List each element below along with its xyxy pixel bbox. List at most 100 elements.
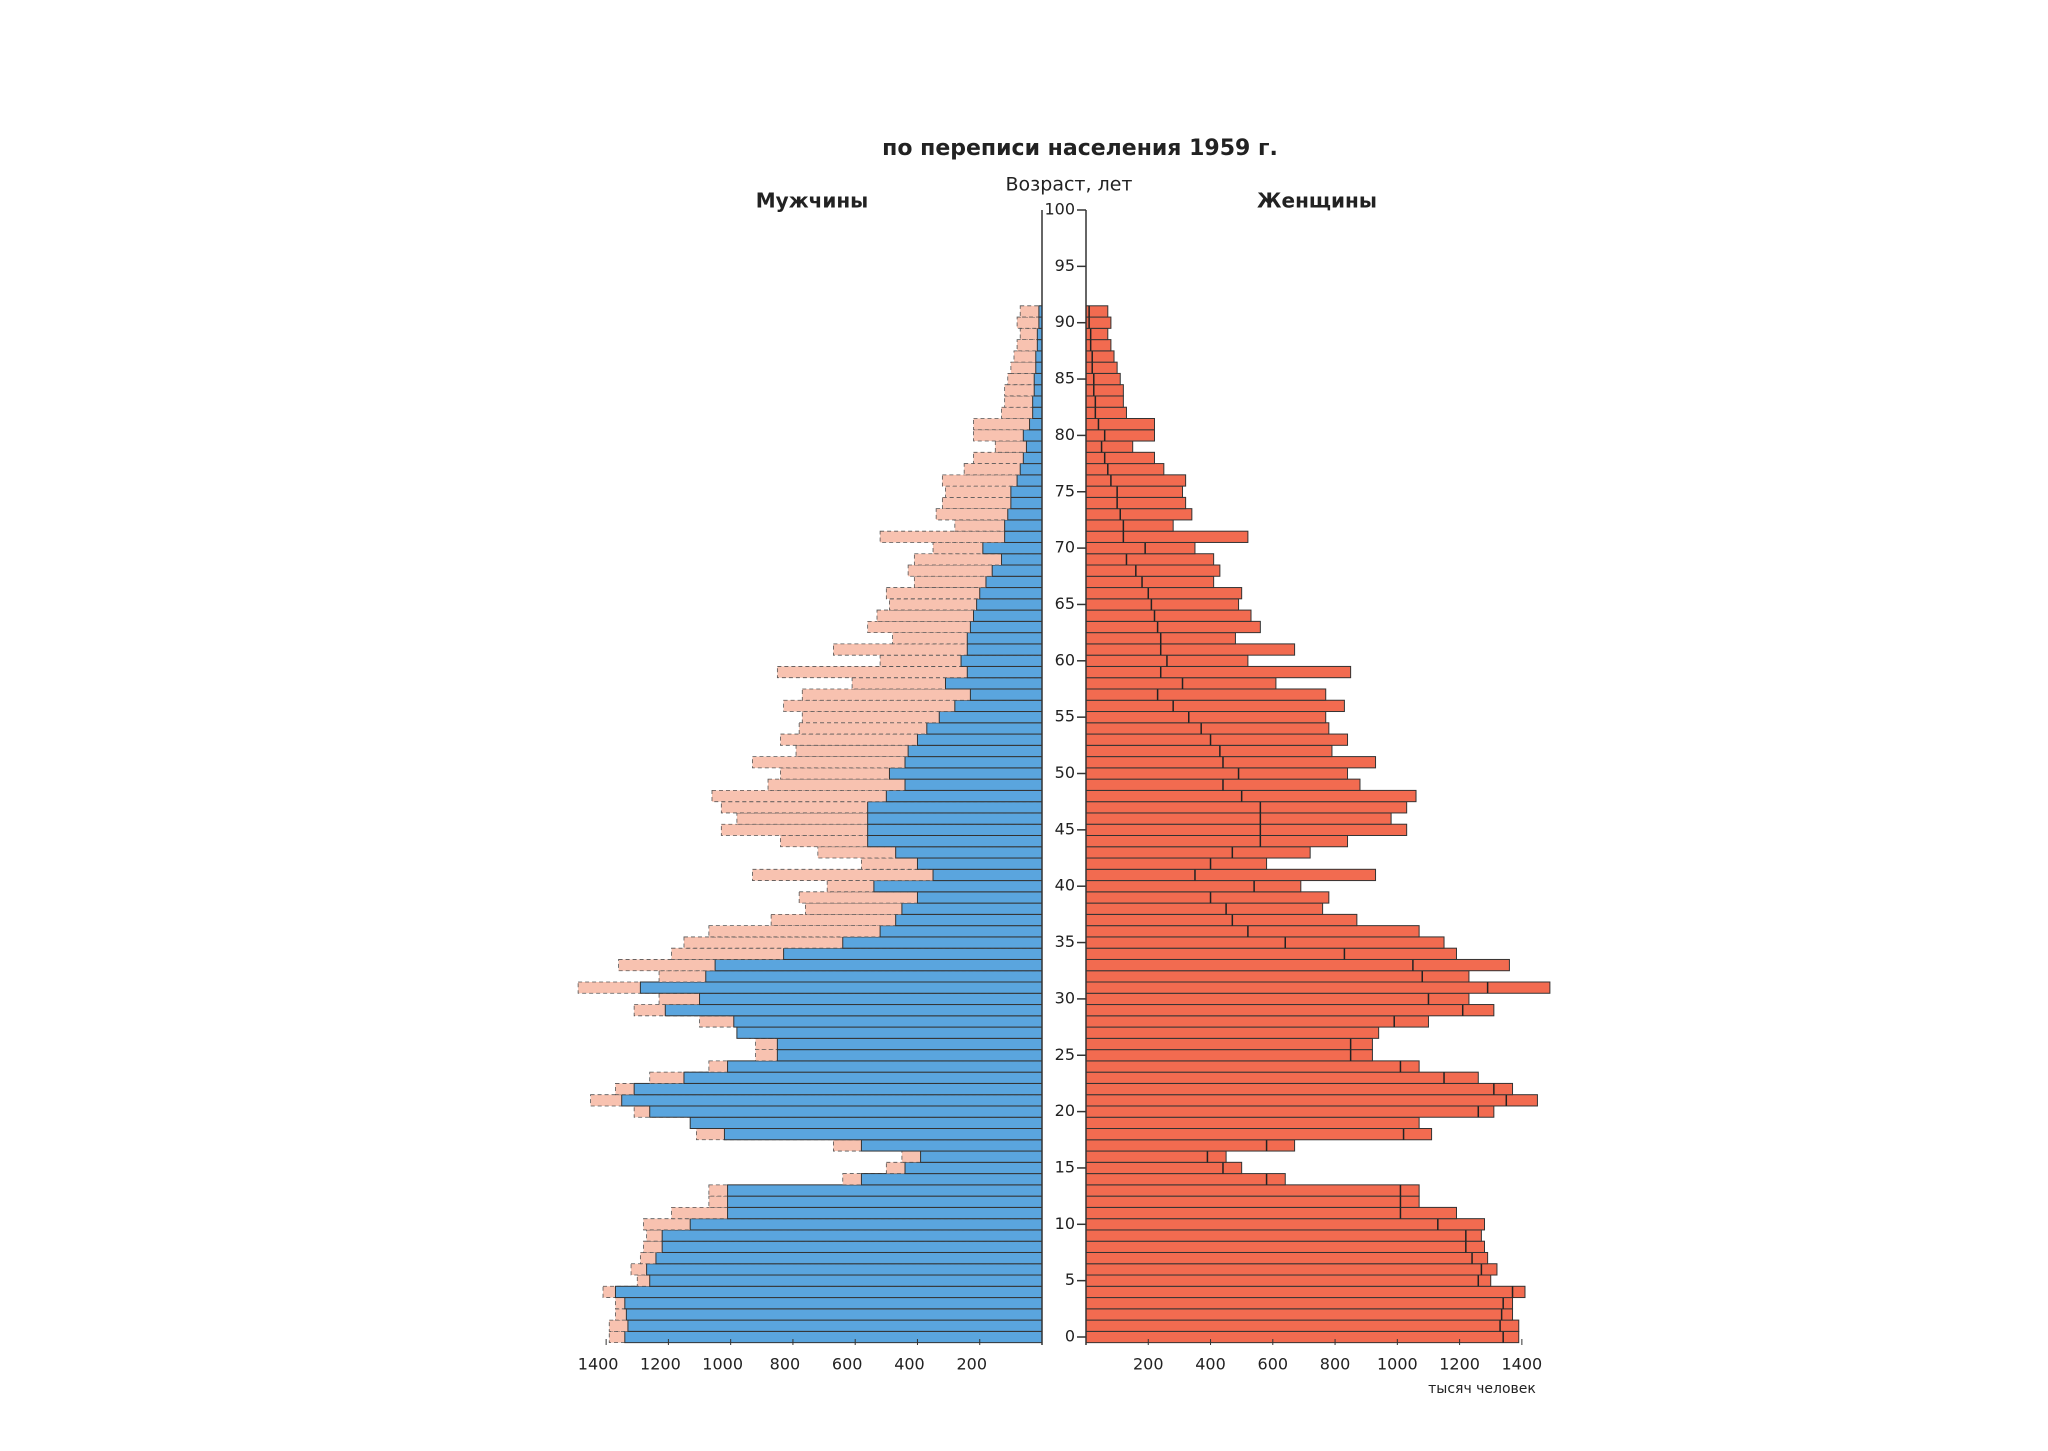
y-tick-label: 15: [1055, 1157, 1075, 1176]
female-bar: [1085, 744, 1333, 758]
male-bar: [842, 936, 1043, 949]
y-tick-label: 75: [1055, 481, 1075, 500]
male-bar: [932, 868, 1043, 882]
female-bar: [1085, 1049, 1373, 1062]
male-bar: [614, 1285, 1043, 1299]
y-tick-label: 10: [1055, 1214, 1075, 1233]
male-bar: [1007, 508, 1043, 521]
female-bar: [1085, 1184, 1420, 1197]
mirror-bar: [973, 429, 1043, 442]
male-bar: [966, 665, 1043, 679]
female-bar: [1085, 485, 1184, 498]
female-bar: [1085, 1026, 1380, 1039]
male-bar: [867, 834, 1043, 848]
female-bar: [1085, 789, 1417, 803]
female-bar: [1085, 677, 1277, 690]
mirror-bar: [711, 790, 1043, 803]
female-bar: [1085, 519, 1174, 532]
female-bar: [1085, 395, 1124, 408]
male-bar: [879, 925, 1043, 938]
male-bar: [1025, 440, 1043, 453]
male-bar: [916, 733, 1043, 746]
female-bar: [1085, 1071, 1479, 1084]
male-bar: [860, 1173, 1043, 1186]
female-bar: [1085, 756, 1377, 769]
y-tick-label: 95: [1055, 256, 1075, 275]
chart-title: по переписи населения 1959 г.: [882, 136, 1278, 161]
female-bar: [1085, 1319, 1520, 1332]
female-bar: [1085, 372, 1121, 386]
female-bar: [1085, 812, 1392, 825]
female-bar: [1085, 1150, 1227, 1163]
female-bar: [1085, 1218, 1486, 1231]
male-bar: [1016, 474, 1043, 487]
female-bar: [1085, 981, 1551, 994]
male-bar: [664, 1004, 1043, 1017]
male-bar: [733, 1015, 1043, 1028]
female-bar: [1085, 541, 1196, 555]
male-bar: [969, 620, 1043, 634]
male-bar: [625, 1308, 1043, 1321]
female-bar: [1085, 958, 1510, 972]
male-bar: [727, 1195, 1043, 1208]
y-tick-label: 25: [1055, 1045, 1075, 1064]
y-tick-label: 90: [1055, 312, 1075, 331]
female-bar: [1085, 1082, 1514, 1096]
male-bar: [699, 992, 1043, 1006]
male-bar: [727, 1060, 1043, 1073]
female-bar: [1085, 665, 1352, 679]
male-bar: [966, 643, 1043, 656]
male-bar: [860, 1139, 1043, 1152]
x-tick-label: 200: [956, 1355, 987, 1374]
x-axis-label: тысяч человек: [1428, 1381, 1536, 1397]
female-bar: [1085, 733, 1349, 746]
x-tick-label: 600: [832, 1355, 863, 1374]
male-bar: [1001, 553, 1043, 566]
male-bar: [1033, 384, 1043, 397]
y-axis-label: Возраст, лет: [1006, 174, 1133, 196]
female-bar: [1085, 361, 1118, 374]
male-bar: [966, 632, 1043, 645]
y-tick-label: 50: [1055, 763, 1075, 782]
male-bar: [904, 778, 1043, 791]
male-bar: [1019, 463, 1043, 476]
female-bar: [1085, 417, 1155, 431]
male-bar: [985, 575, 1043, 589]
female-bar: [1085, 564, 1221, 577]
female-bar: [1085, 508, 1193, 521]
x-tick-label: 800: [1320, 1355, 1351, 1374]
y-tick-label: 100: [1044, 200, 1075, 219]
male-bar: [639, 981, 1043, 994]
x-tick-label: 1000: [702, 1355, 743, 1374]
male-bar: [783, 947, 1043, 960]
female-bar: [1085, 1037, 1373, 1051]
male-bar: [944, 677, 1043, 690]
female-bar: [1085, 553, 1215, 566]
male-bar: [655, 1251, 1043, 1265]
female-bar: [1085, 857, 1268, 870]
female-bar: [1085, 575, 1215, 589]
female-bar: [1085, 1015, 1429, 1028]
male-bar: [867, 812, 1043, 825]
female-bar: [1085, 947, 1457, 960]
mirror-bar: [1001, 406, 1043, 419]
male-bar: [991, 564, 1043, 577]
male-bar: [982, 541, 1043, 555]
male-bar: [727, 1206, 1043, 1220]
male-bar: [1032, 395, 1043, 408]
female-bar: [1085, 587, 1243, 600]
male-bar: [1035, 350, 1043, 363]
male-bar: [1004, 530, 1043, 543]
female-bar: [1085, 1285, 1526, 1299]
y-tick-label: 0: [1065, 1327, 1075, 1346]
female-bar: [1085, 913, 1358, 927]
male-bar: [895, 846, 1043, 859]
male-bar: [1022, 451, 1043, 465]
female-bar: [1085, 1297, 1514, 1310]
male-bar: [954, 699, 1043, 713]
female-bar: [1085, 1229, 1482, 1242]
mirror-bar: [889, 598, 1043, 611]
y-tick-label: 55: [1055, 707, 1075, 726]
male-bar: [885, 789, 1043, 803]
y-tick-label: 5: [1065, 1270, 1075, 1289]
